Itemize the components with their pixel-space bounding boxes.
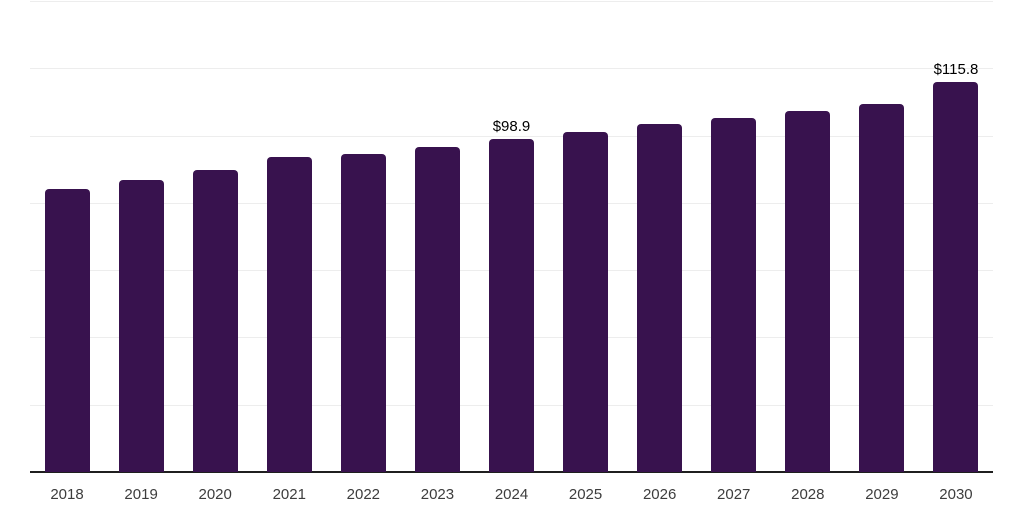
bar-2022 [340, 153, 386, 472]
bar-2020 [192, 169, 238, 472]
bar-2025 [563, 131, 609, 472]
gridline-y-100 [30, 135, 993, 137]
bar-2026 [637, 124, 683, 472]
bar-value-label-2030: $115.8 [933, 61, 979, 79]
bar-2024 [489, 139, 534, 472]
bar-2021 [266, 157, 312, 472]
bar-2019 [118, 179, 164, 472]
x-tick-label-2027: 2027 [717, 486, 751, 503]
x-tick-label-2026: 2026 [642, 486, 677, 503]
x-tick-label-2029: 2029 [865, 486, 899, 503]
x-tick-label-2024: 2024 [494, 486, 529, 503]
x-tick-label-2028: 2028 [791, 486, 825, 503]
x-tick-label-2022: 2022 [346, 486, 381, 503]
x-tick-label-2030: 2030 [939, 486, 973, 503]
x-tick-label-2021: 2021 [272, 486, 306, 503]
bar-value-label-2024: $98.9 [492, 118, 531, 136]
x-tick-label-2025: 2025 [568, 486, 603, 503]
gridline-y-140 [30, 1, 993, 2]
x-tick-label-2018: 2018 [50, 486, 84, 503]
bar-2023 [414, 147, 460, 472]
x-tick-label-2023: 2023 [420, 486, 455, 503]
x-tick-label-2020: 2020 [198, 486, 232, 503]
bar-2029 [859, 104, 905, 472]
bar-2027 [711, 117, 757, 472]
x-axis-line [30, 471, 993, 473]
bar-2018 [44, 189, 90, 472]
plot-area: 2018 2019 2020 2021 2022 2023 $98.9 2024 2025 202… [30, 0, 993, 512]
bar-2030 [933, 82, 979, 472]
x-tick-label-2019: 2019 [124, 486, 158, 503]
gridline-y-120 [30, 68, 993, 70]
bar-2028 [785, 111, 831, 472]
